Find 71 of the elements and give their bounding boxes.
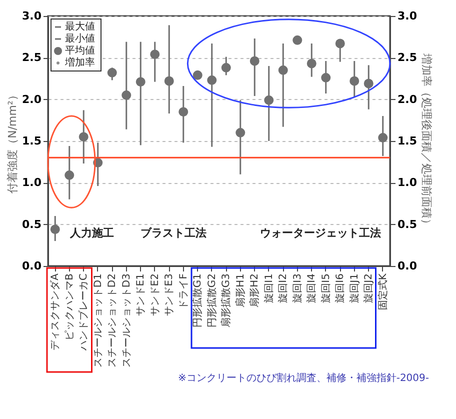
- point: [164, 76, 174, 86]
- annotation: 人力施工: [69, 226, 114, 240]
- annotation: 最小値: [65, 32, 95, 44]
- point: [364, 78, 374, 88]
- y2-tick-label: 3.0: [398, 10, 418, 22]
- y2-tick-label: 2.0: [398, 92, 418, 106]
- y-tick-label: 2.5: [22, 51, 42, 64]
- point: [178, 107, 188, 117]
- x-tick-label: 旋回I3: [291, 274, 304, 303]
- x-tick-label: ドライF: [178, 273, 190, 310]
- x-tick-label: 旋回I4: [306, 274, 318, 303]
- point: [78, 132, 88, 142]
- point: [278, 65, 288, 75]
- x-tick-label: サンドE2: [150, 274, 161, 316]
- x-tick-label: 旋回I1: [262, 274, 275, 303]
- point: [335, 38, 345, 48]
- x-tick-label: 扇形H1: [234, 274, 246, 308]
- x-tick-label: 扇形拡散G3: [220, 274, 232, 328]
- x-tick-label: ハンドブレーカC: [78, 273, 90, 352]
- x-tick-label: 円形拡散G1: [192, 274, 204, 328]
- x-tick-label: 円形拡散G2: [206, 274, 218, 328]
- text: ※コンクリートのひび割れ調査、補修・補強指針-2009-: [178, 372, 430, 384]
- annotation: ブラスト工法: [140, 226, 206, 240]
- point: [321, 72, 331, 82]
- y-tick-label: 1.0: [22, 176, 42, 190]
- x-tick-label: 旋回I6: [334, 274, 346, 303]
- y-tick-label: 1.5: [22, 134, 42, 148]
- x-tick-label: ディスクサンダA: [49, 273, 62, 350]
- y-tick-label: 0.0: [22, 260, 42, 272]
- y2-tick-label: 1.5: [398, 134, 417, 148]
- y-tick-label: 2.0: [22, 92, 42, 106]
- y2-tick-label: 0.0: [398, 260, 418, 272]
- point: [150, 50, 160, 60]
- x-tick-label: ピックハンマB: [64, 273, 76, 340]
- point: [50, 224, 60, 234]
- annotation: ウォータージェット工法: [260, 226, 382, 240]
- point: [378, 132, 388, 142]
- y2-tick-label: 0.5: [398, 218, 417, 231]
- point: [264, 95, 274, 105]
- point: [292, 35, 302, 45]
- x-tick-label: サンドE1: [136, 274, 147, 316]
- point: [221, 62, 231, 72]
- x-tick-label: スチールショットD1: [92, 274, 104, 368]
- point: [350, 76, 360, 86]
- point: [236, 128, 246, 138]
- point: [192, 70, 202, 80]
- x-tick-label: 旋回I2: [277, 274, 290, 303]
- y-axis-title: 付着強度（N/mm²）: [6, 90, 20, 194]
- y2-tick-label: 1.0: [398, 176, 418, 190]
- y2-tick-label: 2.5: [398, 51, 417, 64]
- x-tick-label: 旋回J1: [348, 274, 360, 303]
- x-tick-label: 旋回J2: [362, 274, 375, 303]
- y-tick-label: 0.5: [22, 218, 42, 231]
- point: [250, 56, 260, 66]
- point: [107, 68, 117, 78]
- legend-label: 平均値: [65, 44, 95, 56]
- y-tick-label: 3.0: [22, 10, 42, 22]
- point: [306, 58, 316, 68]
- point: [122, 90, 132, 100]
- annotation: 増加率: [64, 56, 95, 68]
- x-tick-label: 扇形H2: [248, 274, 261, 308]
- x-tick-label: 旋回I5: [320, 274, 332, 303]
- point: [136, 77, 146, 87]
- annotation: 最大値: [65, 20, 95, 32]
- x-tick-label: スチールショットD3: [121, 274, 132, 368]
- x-tick-label: 固定式K: [376, 273, 389, 310]
- x-tick-label: スチールショットD2: [107, 274, 118, 368]
- y2-axis-title: 増加率（処理後面積／処理前面積）: [420, 52, 433, 230]
- point: [207, 75, 217, 85]
- point: [64, 170, 74, 180]
- x-tick-label: サンドE3: [164, 274, 176, 316]
